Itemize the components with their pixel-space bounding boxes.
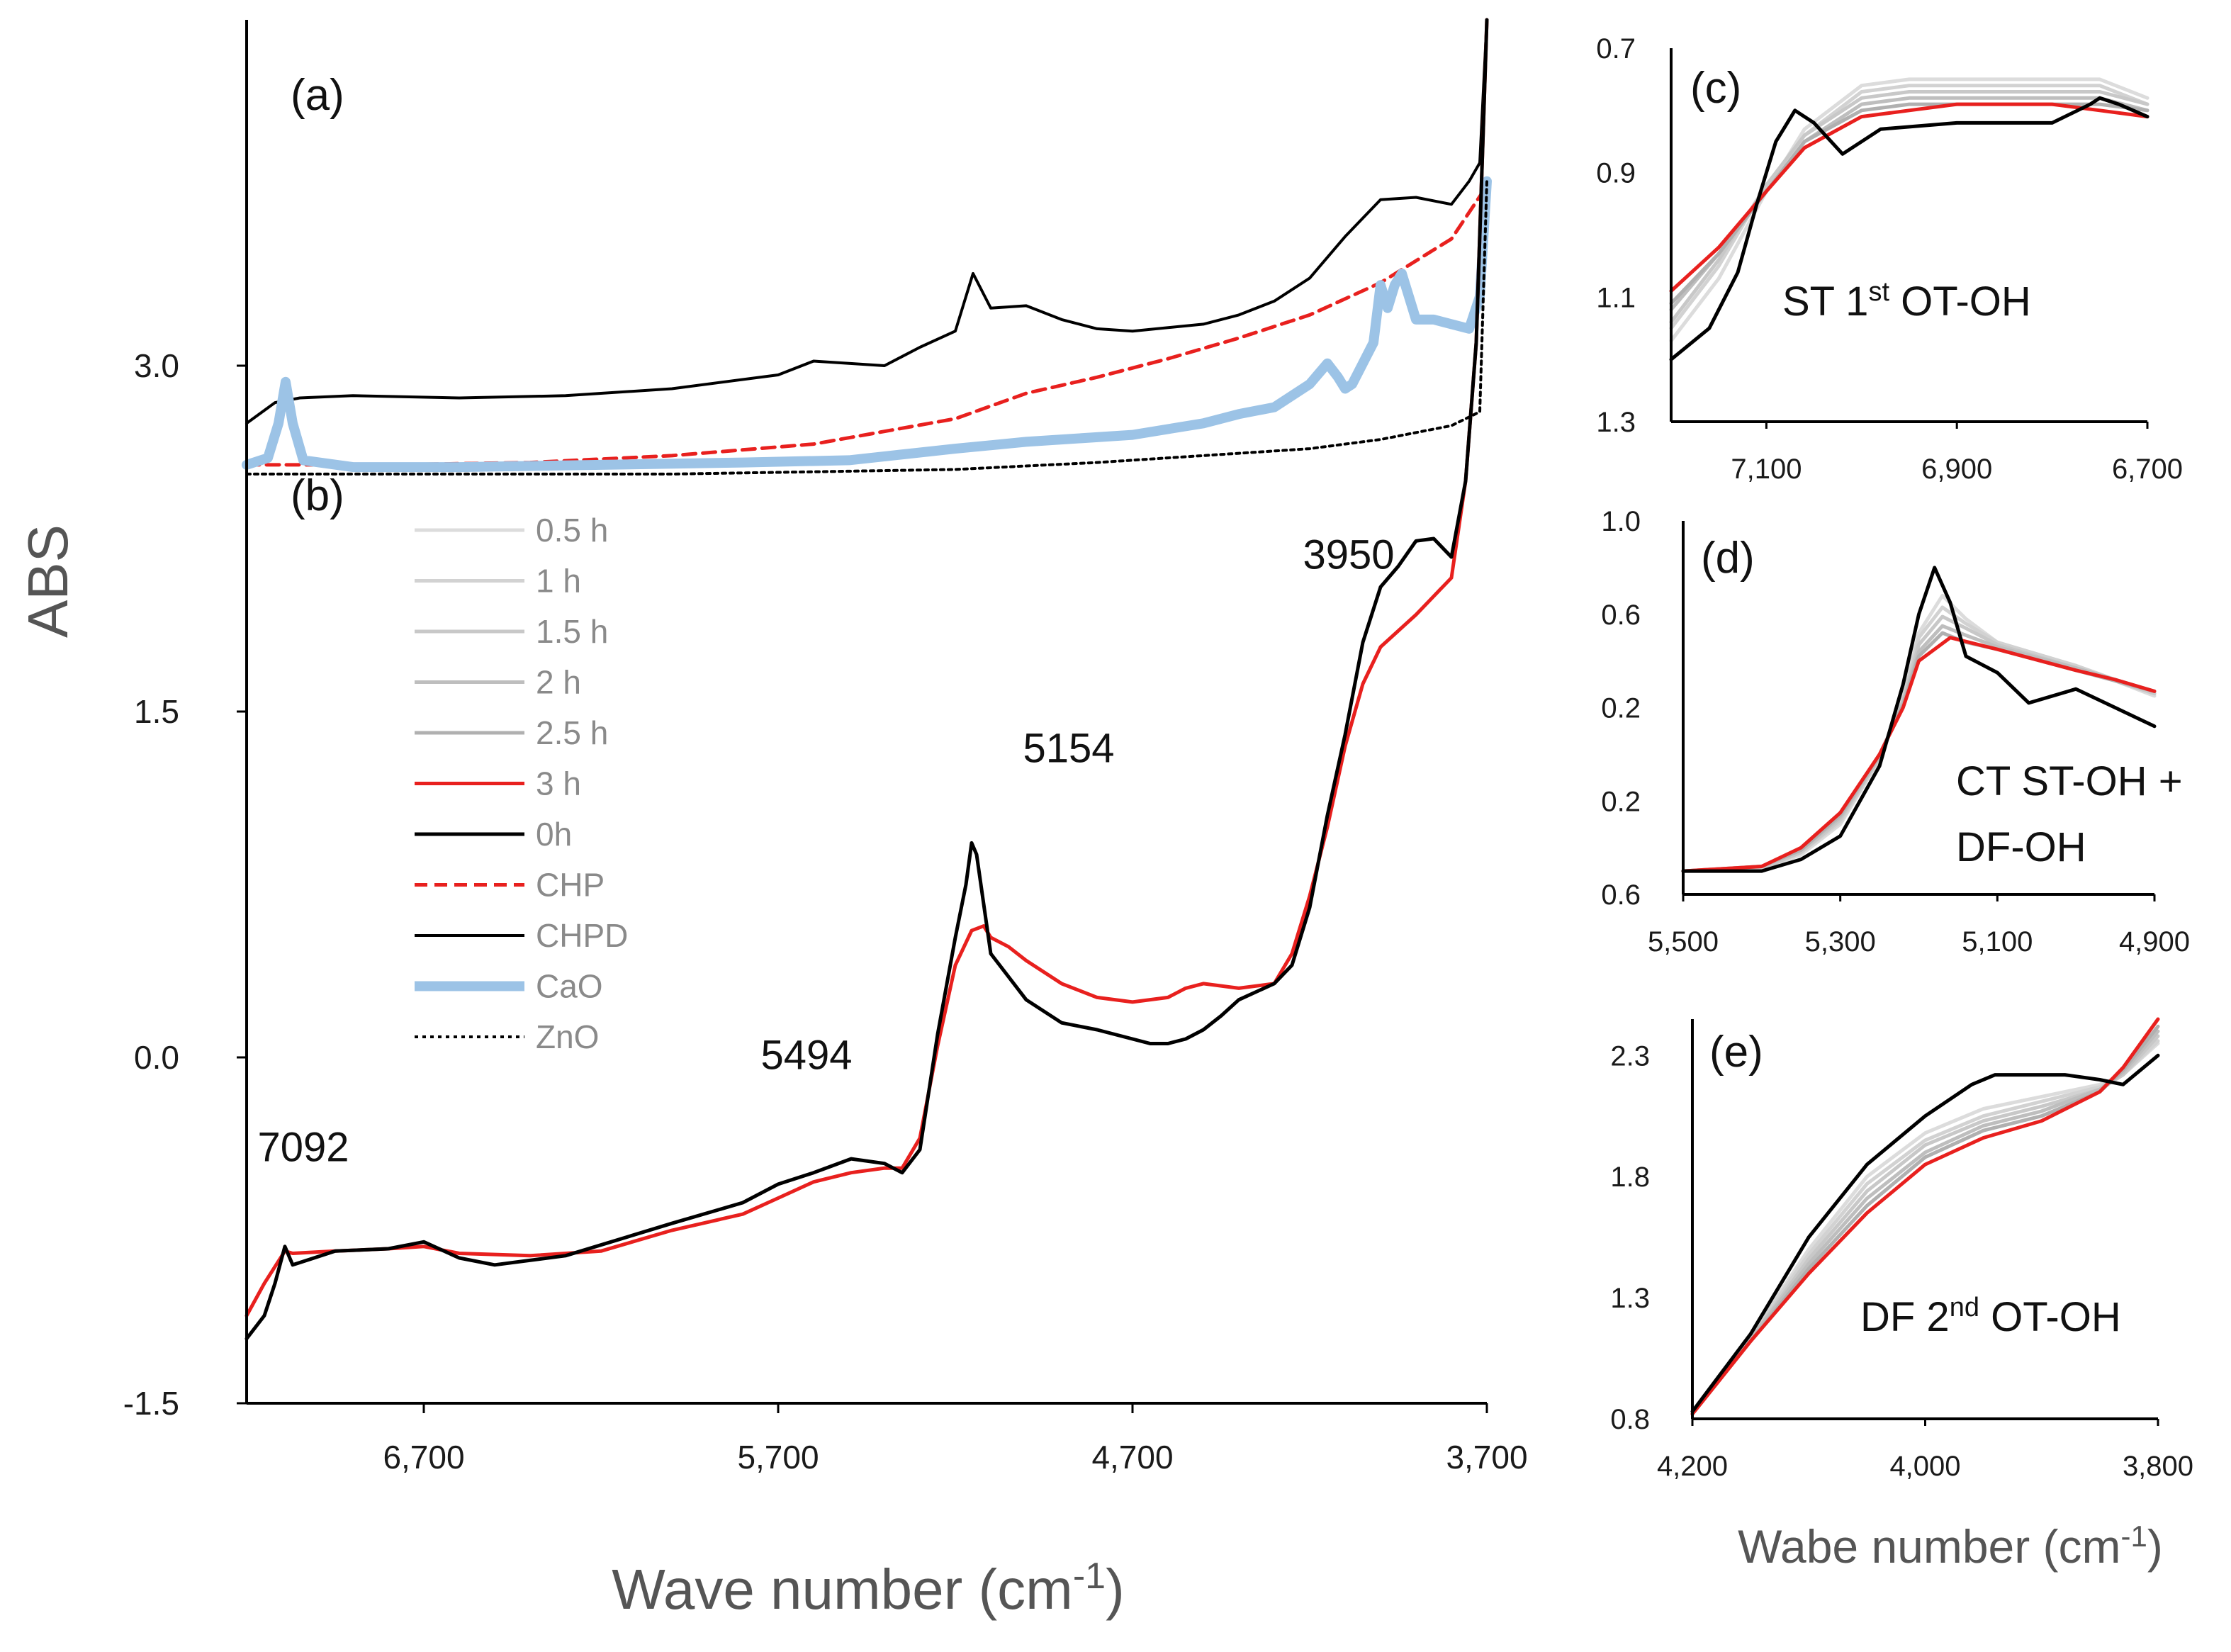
inset-d-x-tick-label: 5,300 [1805, 926, 1876, 957]
main-series-chpd [245, 18, 1488, 425]
inset-d-annotation-line2: DF-OH [1956, 824, 2086, 870]
inset-c-curves [1669, 77, 2149, 361]
inset-c-series-3-h [1669, 102, 2149, 293]
inset-d-y-tick-label: 0.6 [1601, 600, 1641, 631]
inset-d-series-0h [1681, 566, 2157, 873]
inset-c-y-tick-label: 1.1 [1596, 282, 1636, 313]
main-series-chp [245, 184, 1489, 467]
inset-c-y-tick-label: 1.3 [1596, 407, 1636, 438]
inset-c-y-tick-label: 0.7 [1596, 33, 1636, 64]
inset-e-series-2-5-h [1690, 1024, 2160, 1416]
inset-e-series-0h [1690, 1053, 2160, 1414]
inset-d-annotation-line1: CT ST-OH + [1956, 758, 2183, 804]
legend-label-2-5-h: 2.5 h [536, 714, 608, 751]
inset-d-series-3-h [1681, 636, 2157, 873]
inset-d-x-tick-label: 4,900 [2119, 926, 2190, 957]
main-series-cao [242, 176, 1492, 473]
inset-c-annotation: ST 1st OT-OH [1782, 277, 2031, 325]
legend-label-1-h: 1 h [536, 563, 581, 600]
inset-e-series-3-h [1690, 1017, 2160, 1416]
legend-label-2-h: 2 h [536, 664, 581, 701]
main-y-tick-label: -1.5 [123, 1385, 179, 1422]
inset-c-y-tick-label: 0.9 [1596, 158, 1636, 189]
legend-label-cao: CaO [536, 968, 603, 1005]
legend-label-0h: 0h [536, 816, 572, 853]
main-y-tick-label: 0.0 [134, 1039, 179, 1076]
legend-label-1-5-h: 1.5 h [536, 613, 608, 650]
panel-label-a: (a) [291, 71, 344, 120]
inset-c-series-0-5-h [1669, 77, 2149, 343]
inset-c-x-tick-label: 7,100 [1731, 454, 1802, 485]
main-x-tick-label: 4,700 [1091, 1439, 1173, 1476]
legend-label-chp: CHP [536, 867, 605, 904]
legend-label-0-5-h: 0.5 h [536, 512, 608, 549]
inset-panel-e: 4,200 4,000 3,800 0.8 1.3 1.8 2.3 (e) DF 2nd O… [1610, 1017, 2193, 1573]
main-y-axis-label: ABS [16, 524, 79, 638]
inset-e-x-axis-label: Wabe number (cm-1) [1738, 1519, 2163, 1573]
main-y-tick-label: 1.5 [134, 693, 179, 730]
main-x-axis-label: Wave number (cm-1) [612, 1556, 1124, 1621]
main-series-3-h [245, 18, 1489, 1317]
inset-d-y-tick-label: 1.0 [1601, 506, 1641, 537]
peak-annotation-7092: 7092 [257, 1124, 349, 1170]
panel-label-e: (e) [1709, 1028, 1763, 1077]
inset-e-ticks: 4,200 4,000 3,800 0.8 1.3 1.8 2.3 [1610, 1040, 2193, 1482]
inset-e-y-tick-label: 0.8 [1610, 1404, 1650, 1435]
peak-annotation-5494: 5494 [760, 1032, 852, 1078]
peak-annotation-5154: 5154 [1023, 726, 1114, 772]
main-x-tick-label: 3,700 [1446, 1439, 1527, 1476]
main-panel: 6,700 5,700 4,700 3,700 3.0 1.5 0.0 -1.5 (a) (b… [16, 18, 1528, 1621]
inset-d-y-tick-label: 0.2 [1601, 693, 1641, 724]
panel-label-d: (d) [1701, 534, 1755, 583]
inset-e-x-tick-label: 4,000 [1889, 1451, 1960, 1482]
inset-d-curves [1681, 566, 2157, 873]
inset-d-ticks: 5,500 5,300 5,100 4,900 1.0 0.6 0.2 0.2 0.6 [1601, 506, 2190, 957]
legend: 0.5 h 1 h 1.5 h 2 h 2.5 h 3 h 0h CHP CHPD CaO ZnO [415, 512, 628, 1055]
main-curves [242, 18, 1492, 1341]
inset-c-series-0h [1669, 96, 2149, 361]
inset-e-y-tick-label: 1.3 [1610, 1283, 1650, 1314]
legend-label-3-h: 3 h [536, 765, 581, 802]
main-x-tick-label: 6,700 [383, 1439, 464, 1476]
legend-label-zno: ZnO [536, 1018, 599, 1055]
inset-e-x-tick-label: 4,200 [1657, 1451, 1728, 1482]
peak-annotation-3950: 3950 [1303, 532, 1394, 578]
main-y-tick-label: 3.0 [134, 347, 179, 384]
main-series-zno [245, 179, 1488, 476]
main-annotations: 7092 5494 5154 3950 [257, 532, 1394, 1170]
legend-label-chpd: CHPD [536, 917, 628, 954]
inset-d-y-tick-label: 0.2 [1601, 786, 1641, 817]
inset-d-y-tick-label: 0.6 [1601, 880, 1641, 911]
inset-panel-c: 7,100 6,900 6,700 0.7 0.9 1.1 1.3 (c) ST 1st O… [1596, 33, 2183, 485]
inset-d-x-tick-label: 5,500 [1648, 926, 1719, 957]
inset-e-y-tick-label: 2.3 [1610, 1040, 1650, 1072]
main-x-tick-label: 5,700 [737, 1439, 819, 1476]
inset-e-curves [1690, 1017, 2160, 1416]
inset-c-x-tick-label: 6,700 [2112, 454, 2183, 485]
main-series-0h [245, 18, 1489, 1341]
inset-c-x-tick-label: 6,900 [1921, 454, 1992, 485]
inset-c-ticks: 7,100 6,900 6,700 0.7 0.9 1.1 1.3 [1596, 33, 2183, 485]
panel-label-b: (b) [291, 471, 344, 520]
panel-label-c: (c) [1690, 64, 1741, 113]
inset-e-y-tick-label: 1.8 [1610, 1162, 1650, 1193]
inset-c-series-2-5-h [1669, 102, 2149, 305]
inset-d-x-tick-label: 5,100 [1962, 926, 2033, 957]
inset-e-annotation: DF 2nd OT-OH [1860, 1293, 2121, 1340]
inset-e-x-tick-label: 3,800 [2123, 1451, 2193, 1482]
main-ticks: 6,700 5,700 4,700 3,700 3.0 1.5 0.0 -1.5 [123, 347, 1528, 1476]
